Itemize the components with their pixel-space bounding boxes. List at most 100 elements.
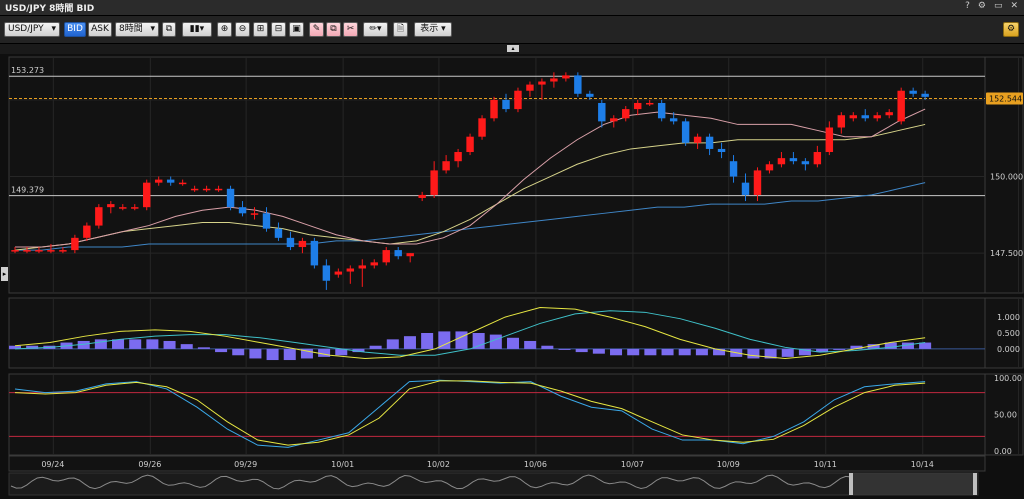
candle-body [550,78,558,82]
candle [202,185,211,192]
macd-histogram-bar [180,344,193,349]
help-icon[interactable]: ? [965,1,970,11]
candle-body [430,170,438,195]
close-icon[interactable]: ✕ [1010,1,1018,11]
macd-histogram-bar [421,333,434,349]
range-icon[interactable]: ⊟ [271,22,286,37]
symbol-select[interactable]: USD/JPY ▾ [4,22,60,37]
ask-button[interactable]: ASK [88,22,112,37]
macd-axis-tick: 1.000 [997,313,1020,322]
macd-histogram-bar [695,348,708,356]
window-icon[interactable]: ▣ [289,22,304,37]
candle [154,176,163,186]
order-sell-icon[interactable]: ⧉ [326,22,341,37]
macd-histogram-bar [8,345,22,349]
navigator-window[interactable] [849,473,977,495]
candle-body [466,136,474,153]
macd-histogram-bar [575,348,588,353]
candle-body [23,250,31,252]
settings-icon[interactable]: ⚙ [1003,22,1019,37]
collapse-grip-icon[interactable]: ▴ [507,45,519,52]
candle [753,167,762,202]
navigator-track[interactable] [8,472,979,496]
symbol-label: USD/JPY [8,24,44,34]
candle-body [526,84,534,91]
gear-icon[interactable]: ⚙ [977,1,986,11]
restore-icon[interactable]: ▭ [993,1,1003,11]
candle [442,155,450,174]
candle [765,161,774,174]
macd-histogram-bar [386,339,399,349]
candle-body [849,115,857,119]
macd-histogram-bar [506,337,520,349]
macd-histogram-bar [884,342,897,349]
candle [131,204,139,211]
candle [586,90,594,100]
navigator[interactable] [8,472,979,496]
candle-body [35,250,43,252]
display-menu-label: 表示 [420,24,439,34]
candle-body [717,148,726,153]
candle [59,247,67,254]
macd-histogram-bar [558,348,571,350]
macd-line [14,307,926,359]
time-axis-label: 09/29 [234,460,257,469]
navigator-handle-right[interactable] [973,473,977,495]
candle-body [250,213,259,215]
pencil-icon[interactable]: ✏▾ [363,22,388,37]
chart-area[interactable]: 152.500150.000147.500153.273149.379152.5… [0,54,1024,499]
time-axis-label: 10/06 [524,460,547,469]
macd-histogram-bar [455,331,468,349]
candle-body [71,237,79,251]
macd-histogram-bar [541,345,554,349]
candle-body [574,75,582,94]
order-cancel-icon[interactable]: ✂ [343,22,358,37]
candle-body [298,240,307,248]
chart-type-icon[interactable]: ▮▮▾ [182,22,212,37]
navigator-handle-left[interactable] [849,473,853,495]
side-panel-toggle-icon[interactable]: ▸ [1,267,8,281]
candle-body [119,207,127,209]
candle [490,96,498,122]
bid-button[interactable]: BID [64,22,86,37]
macd-histogram-bar [764,348,777,359]
candle-body [610,118,618,122]
candle [418,191,426,202]
candle [574,72,582,97]
candle-body [502,99,510,110]
price-axis-tick: 150.000 [990,173,1023,182]
macd-histogram-bar [352,348,365,353]
candle [430,161,438,198]
candle [502,93,510,113]
order-buy-icon[interactable]: ✎ [309,22,324,37]
save-icon[interactable]: 🗎 [393,22,408,37]
navigator-mini-chart[interactable] [10,474,852,490]
display-menu-button[interactable]: 表示 ▾ [414,22,452,37]
candle-body [262,213,271,229]
candle-body [238,207,247,214]
panel-splitter[interactable]: ▴ [0,44,1024,54]
candle [274,222,283,241]
candle [238,201,247,217]
candle-body [801,161,810,165]
candle-body [274,228,283,238]
zoom-in-icon[interactable]: ⊕ [217,22,232,37]
timeframe-select[interactable]: 8時間 ▾ [115,22,159,37]
fit-icon[interactable]: ⊞ [253,22,268,37]
layout-icon[interactable]: ⧉ [162,22,176,37]
candle [610,115,618,128]
candle-body [885,112,893,116]
candle-body [166,179,175,183]
candle [11,247,19,254]
macd-histogram-bar [713,348,726,356]
candle [286,231,295,251]
candle [310,237,319,269]
candle-body [490,99,498,119]
candle-body [657,102,666,119]
candle-body [190,188,199,191]
candle-body [909,90,917,94]
candle-body [538,81,546,85]
time-axis-label: 10/07 [621,460,644,469]
zoom-out-icon[interactable]: ⊖ [235,22,250,37]
candle [526,81,534,97]
